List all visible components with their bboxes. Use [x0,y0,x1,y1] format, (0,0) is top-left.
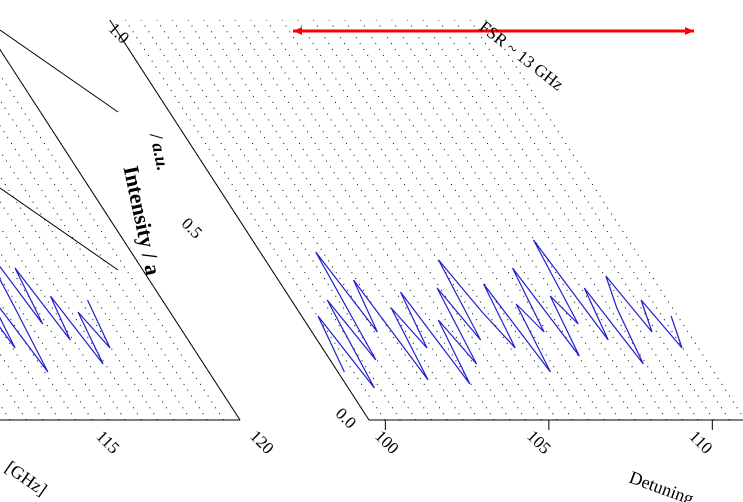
grid-line [281,19,542,421]
grid-line [250,19,511,421]
fsr-arrow-head-left [293,27,302,35]
grid-line [0,327,60,421]
x-axis-unit: [GHz] [2,457,51,500]
grid-line [0,175,159,421]
y-axis-label: Intensity / a [119,163,167,277]
grid-line [0,99,208,421]
data-traces [0,239,683,389]
x-tick-100: 100 [371,426,402,457]
y-axis-line [109,19,370,421]
grid-line [0,251,109,421]
grid-line [344,19,605,421]
grid-line [266,19,527,421]
grid-line [203,19,464,421]
grid-line [0,352,44,421]
grid-line [469,19,730,421]
x-tick-115: 115 [92,427,123,458]
grid-line [422,19,683,421]
fsr-annotation: FSR ~ 13 GHz [476,17,568,95]
grid-line [0,150,175,421]
y-tick-0.5: 0.5 [178,214,206,242]
x-tick-120: 120 [246,426,277,457]
grid-line [125,19,386,421]
grid-line [454,19,715,421]
grid-line [0,74,224,421]
grid-line [313,19,574,421]
grid-line [0,378,27,421]
grid-line [219,19,480,421]
grid-line [391,19,652,421]
fsr-arrow-head-right [685,27,694,35]
y-axis-label-upper: / a.u. [146,130,174,173]
x-tick-105: 105 [523,426,554,457]
grid-line [156,19,417,421]
grid-line [0,48,241,421]
series-line [315,239,683,389]
grid-line [234,19,495,421]
grid-line [187,19,448,421]
x-tick-110: 110 [685,427,716,458]
plot-axes [0,19,743,430]
grid-line [0,200,142,421]
y-tick-1.0: 1.0 [105,19,133,47]
grid-line [438,19,699,421]
x-axis-label: Detuning [627,467,697,502]
frame-line [0,29,119,113]
grid-line [0,226,126,421]
frame-line [0,187,119,271]
fsr-arrow [293,27,694,35]
plot-grid [0,19,743,421]
grid-line [485,19,743,418]
grid-line [297,19,558,421]
grid-line [0,124,192,421]
grid-line [0,403,11,421]
y-tick-0.0: 0.0 [332,404,360,432]
grid-line [360,19,621,421]
grid-line [407,19,668,421]
grid-line [328,19,589,421]
grid-line [375,19,636,421]
series-line [0,265,111,373]
left-panel-edge [0,48,241,421]
grid-line [140,19,401,421]
grid-line [172,19,433,421]
